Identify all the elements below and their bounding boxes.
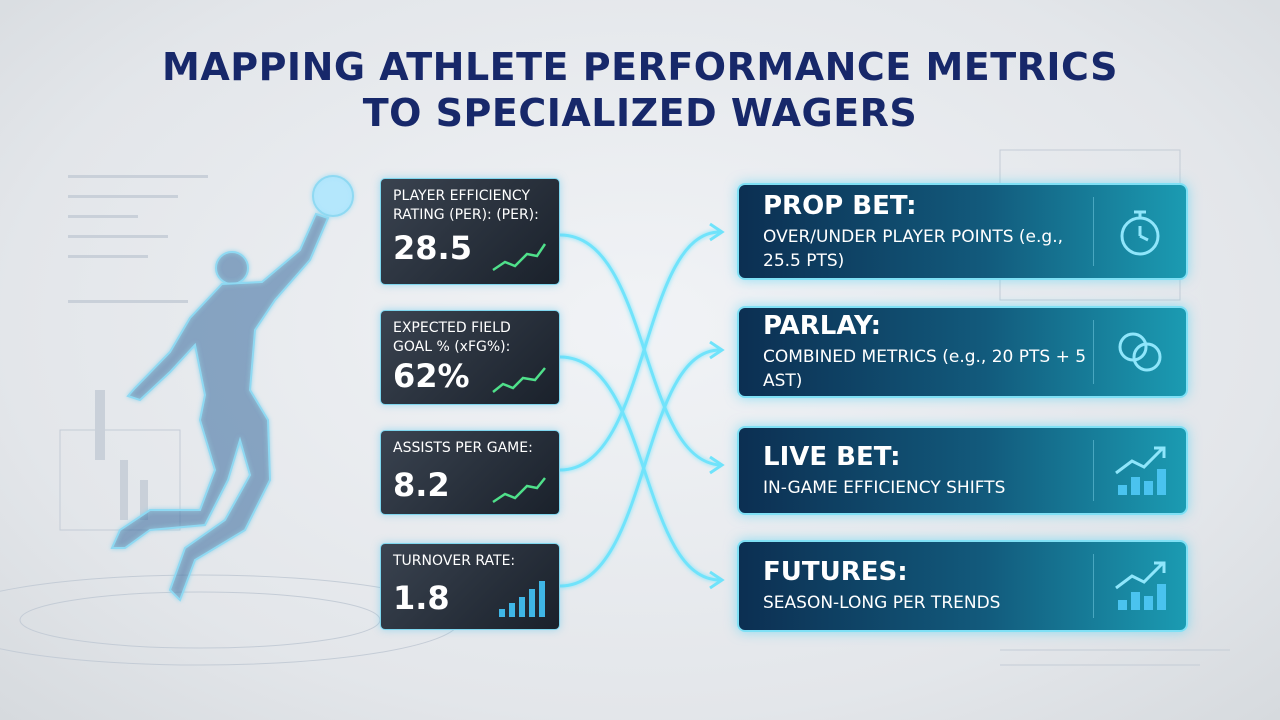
metric-card: TURNOVER RATE: 1.8 (380, 543, 560, 630)
athlete (110, 175, 354, 602)
metric-value: 28.5 (393, 229, 472, 267)
sparkline (492, 243, 547, 272)
link-icon (1118, 332, 1162, 372)
sparkline (492, 367, 546, 393)
wager-card: LIVE BET: IN-GAME EFFICIENCY SHIFTS (737, 426, 1188, 515)
divider (1093, 554, 1094, 618)
stopwatch-icon (1120, 210, 1160, 255)
arrowheads (709, 222, 725, 590)
connectors (559, 230, 721, 588)
metric-card: EXPECTED FIELD GOAL % (xFG%): 62% (380, 310, 560, 405)
growth-icon (1115, 446, 1166, 495)
metric-value: 62% (393, 357, 470, 395)
metric-value: 1.8 (393, 579, 450, 617)
wager-title: LIVE BET: (763, 441, 901, 472)
metric-value: 8.2 (393, 466, 450, 504)
title-text: MAPPING ATHLETE PERFORMANCE METRICS TO S… (162, 45, 1118, 135)
divider (1093, 197, 1094, 266)
wager-card: PARLAY: COMBINED METRICS (e.g., 20 PTS +… (737, 306, 1188, 398)
wager-description: IN-GAME EFFICIENCY SHIFTS (763, 477, 1006, 498)
metric-label: TURNOVER RATE: (393, 553, 516, 569)
metric-label: PLAYER EFFICIENCY RATING (PER): (PER): (393, 188, 539, 223)
wager-title: PARLAY: (763, 311, 881, 341)
wager-description: SEASON-LONG PER TRENDS (763, 593, 1001, 613)
wager-title: PROP BET: (763, 190, 917, 221)
growth-icon (1115, 561, 1166, 610)
title: MAPPING ATHLETE PERFORMANCE METRICS TO S… (0, 44, 1280, 136)
metric-card: PLAYER EFFICIENCY RATING (PER): (PER): 2… (380, 178, 560, 285)
metric-card: ASSISTS PER GAME: 8.2 (380, 430, 560, 515)
wager-title: FUTURES: (763, 557, 908, 587)
wager-description: COMBINED METRICS (e.g., 20 PTS + 5 AST) (763, 347, 1087, 391)
wager-description: OVER/UNDER PLAYER POINTS (e.g., 25.5 PTS… (763, 226, 1063, 271)
divider (1093, 320, 1094, 384)
metric-label: ASSISTS PER GAME: (393, 440, 533, 456)
wager-card: PROP BET: OVER/UNDER PLAYER POINTS (e.g.… (737, 183, 1188, 280)
wager-card: FUTURES: SEASON-LONG PER TRENDS (737, 540, 1188, 632)
bar-icon (499, 581, 545, 617)
sparkline (492, 477, 546, 504)
metric-label: EXPECTED FIELD GOAL % (xFG%): (393, 320, 511, 355)
divider (1093, 440, 1094, 501)
